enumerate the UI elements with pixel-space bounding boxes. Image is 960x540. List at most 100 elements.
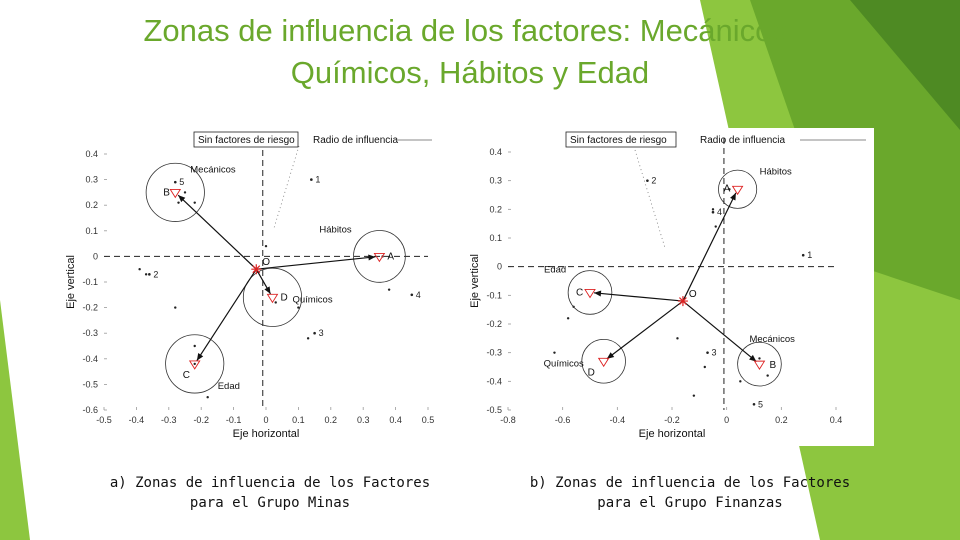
influence-circle bbox=[165, 334, 225, 394]
factor-name-label: Químicos bbox=[544, 358, 584, 369]
factor-arrow bbox=[606, 300, 684, 360]
slide-title-line2: Químicos, Hábitos y Edad bbox=[290, 55, 650, 90]
factor-marker bbox=[731, 185, 744, 196]
y-tick-label: -0.1 bbox=[486, 290, 502, 300]
y-tick-label: -0.5 bbox=[82, 379, 98, 389]
x-tick-label: -0.5 bbox=[96, 415, 112, 425]
factor-letter-label: D bbox=[588, 367, 595, 378]
y-tick-label: -0.3 bbox=[486, 348, 502, 358]
data-point bbox=[387, 288, 391, 291]
x-tick-label: 0.1 bbox=[292, 415, 305, 425]
caption-finanzas: b) Zonas de influencia de los Factores p… bbox=[510, 473, 870, 513]
x-tick-label: 0.3 bbox=[357, 415, 370, 425]
chart-finanzas: -0.8 -0.6 -0.4 -0.2 0 0.2 0.4 0.4 0.3 0.2 0.1 0 -0.1… bbox=[470, 131, 866, 440]
data-point bbox=[206, 396, 209, 399]
factor-arrowhead bbox=[178, 195, 186, 203]
numbered-point-label: 1 bbox=[315, 175, 320, 185]
legend-box bbox=[193, 131, 299, 148]
numbered-point bbox=[752, 402, 756, 406]
numbered-point-label: 5 bbox=[758, 399, 763, 409]
y-tick-label: 0 bbox=[93, 251, 98, 261]
numbered-point bbox=[173, 180, 177, 184]
factor-arrowhead bbox=[593, 290, 602, 297]
factor-marker bbox=[373, 252, 386, 263]
caption-minas: a) Zonas de influencia de los Factores p… bbox=[100, 473, 440, 513]
numbered-point bbox=[801, 253, 805, 257]
data-point bbox=[739, 380, 742, 383]
factor-name-label: Hábitos bbox=[760, 166, 792, 177]
numbered-point-label: 1 bbox=[807, 250, 812, 260]
data-point bbox=[766, 374, 769, 377]
factor-letter-label: A bbox=[724, 183, 731, 194]
y-axis-label: Eje vertical bbox=[65, 255, 77, 309]
y-tick-label: 0.4 bbox=[85, 149, 98, 159]
factor-arrowhead bbox=[196, 353, 204, 361]
influence-circle bbox=[145, 162, 205, 222]
y-tick-label: -0.1 bbox=[82, 277, 98, 287]
chart-minas: -0.5 -0.4 -0.3 -0.2 -0.1 0 0.1 0.2 0.3 0.4 0.5 0.4 0… bbox=[65, 131, 435, 440]
factor-letter-label: C bbox=[183, 370, 190, 381]
origin-marker bbox=[251, 264, 262, 275]
chart-panel-minas: -0.5 -0.4 -0.3 -0.2 -0.1 0 0.1 0.2 0.3 0.4 0.5 0.4 0… bbox=[64, 128, 442, 446]
legend-entry: Radio de influencia bbox=[313, 135, 398, 146]
data-point bbox=[177, 201, 180, 204]
factor-arrow bbox=[682, 300, 757, 363]
y-tick-label: -0.3 bbox=[82, 328, 98, 338]
x-axis-label: Eje horizontal bbox=[639, 428, 706, 440]
x-tick-label: 0 bbox=[263, 415, 268, 425]
factor-marker bbox=[169, 188, 182, 199]
factor-letter-label: C bbox=[576, 287, 583, 298]
x-tick-label: -0.8 bbox=[500, 415, 516, 425]
origin-label: O bbox=[689, 289, 697, 300]
caption-finanzas-line1: b) Zonas de influencia de los Factores bbox=[529, 475, 851, 491]
legend-entry: Radio de influencia bbox=[700, 135, 785, 146]
numbered-point bbox=[711, 210, 715, 214]
y-tick-label: 0 bbox=[497, 262, 502, 272]
y-tick-label: 0.2 bbox=[489, 204, 502, 214]
y-tick-label: -0.2 bbox=[82, 303, 98, 313]
dotted-guide-line bbox=[634, 149, 666, 249]
accent-shape-right-deep bbox=[850, 0, 960, 130]
origin-label: O bbox=[262, 257, 270, 268]
y-axis-label: Eje vertical bbox=[470, 254, 481, 308]
factor-arrow bbox=[177, 194, 257, 270]
numbered-point bbox=[148, 273, 151, 276]
factor-name-label: Mecánicos bbox=[749, 334, 795, 345]
data-point bbox=[138, 268, 141, 271]
data-point bbox=[193, 201, 196, 204]
factor-name-label: Edad bbox=[544, 264, 566, 275]
x-tick-label: -0.4 bbox=[129, 415, 145, 425]
x-tick-label: -0.2 bbox=[664, 415, 680, 425]
data-point bbox=[692, 394, 696, 397]
y-tick-label: 0.1 bbox=[489, 233, 502, 243]
numbered-point-label: 2 bbox=[651, 176, 656, 186]
factor-arrowhead bbox=[368, 254, 376, 261]
numbered-point-label: 5 bbox=[179, 177, 184, 187]
numbered-point bbox=[310, 178, 313, 181]
factor-name-label: Edad bbox=[218, 381, 240, 392]
accent-shape-left bbox=[0, 300, 30, 540]
numbered-point-label: 4 bbox=[717, 207, 722, 217]
data-point bbox=[758, 357, 761, 360]
caption-finanzas-line2: para el Grupo Finanzas bbox=[597, 495, 783, 511]
x-tick-label: -0.2 bbox=[193, 415, 209, 425]
caption-minas-line1: a) Zonas de influencia de los Factores bbox=[109, 475, 431, 491]
data-point bbox=[183, 191, 187, 194]
influence-circle bbox=[718, 169, 758, 209]
influence-circle bbox=[581, 338, 626, 384]
chart-panel-finanzas: -0.8 -0.6 -0.4 -0.2 0 0.2 0.4 0.4 0.3 0.2 0.1 0 -0.1… bbox=[470, 128, 874, 446]
factor-name-label: Mecánicos bbox=[190, 164, 236, 175]
factor-letter-label: B bbox=[163, 187, 170, 198]
slide-title-line1: Zonas de influencia de los factores: Mec… bbox=[143, 13, 797, 48]
x-tick-label: 0.5 bbox=[422, 415, 435, 425]
factor-letter-label: D bbox=[280, 292, 287, 303]
numbered-point bbox=[410, 293, 414, 297]
factor-arrow bbox=[196, 268, 257, 361]
influence-circle bbox=[242, 267, 303, 327]
numbered-point-label: 3 bbox=[319, 328, 324, 338]
factor-arrowhead bbox=[730, 192, 736, 201]
data-point bbox=[274, 301, 277, 304]
numbered-point bbox=[706, 351, 709, 354]
factor-arrowhead bbox=[606, 352, 615, 359]
x-tick-label: -0.3 bbox=[161, 415, 177, 425]
